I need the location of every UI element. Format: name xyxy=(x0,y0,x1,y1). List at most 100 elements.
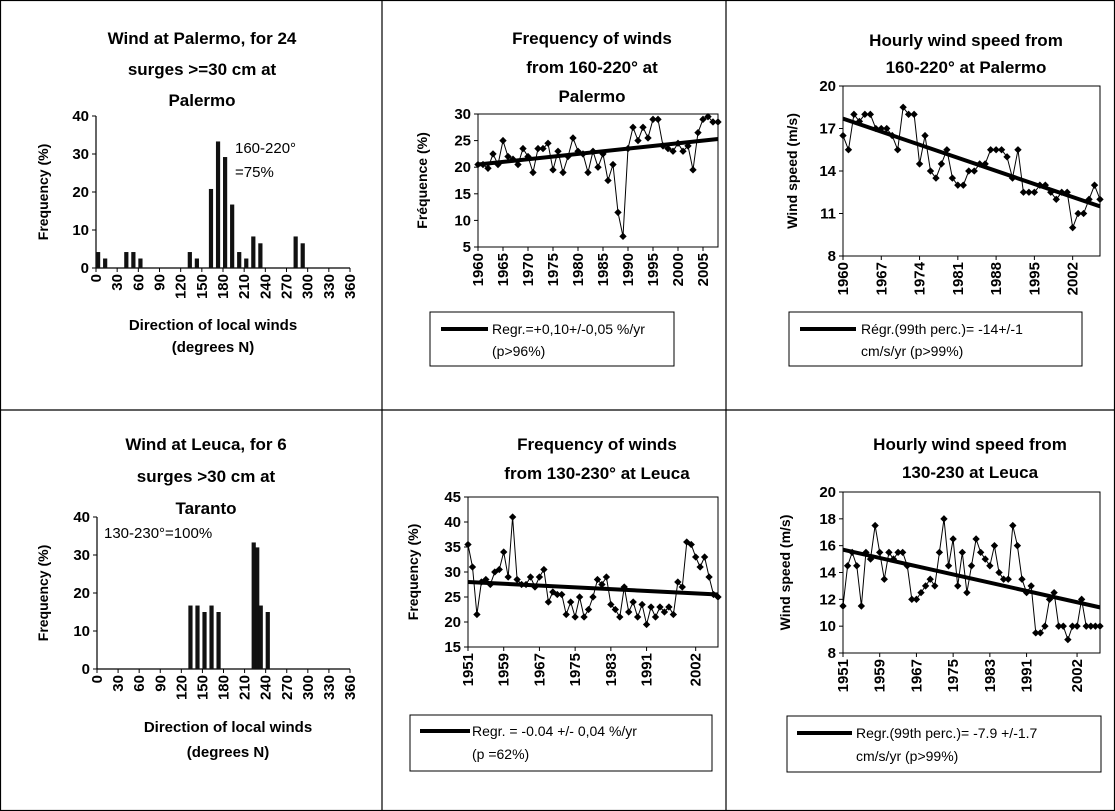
x-tick-label: 1967 xyxy=(908,659,925,692)
histogram-bar xyxy=(202,612,207,669)
data-point xyxy=(694,128,702,137)
data-point xyxy=(940,515,948,523)
data-point xyxy=(1087,622,1095,630)
data-point xyxy=(616,613,624,621)
data-point xyxy=(526,573,535,581)
chart-panel-1: Wind at Palermo, for 24 surges >=30 cm at… xyxy=(35,29,359,356)
legend-box xyxy=(409,714,713,772)
chart-title-line: Palermo xyxy=(558,87,625,106)
x-tick-label: 300 xyxy=(300,675,317,700)
x-tick-label: 330 xyxy=(321,675,338,700)
x-tick-label: 120 xyxy=(173,274,190,299)
data-point xyxy=(1079,209,1088,218)
x-tick-label: 1965 xyxy=(495,253,512,286)
x-tick-label: 1959 xyxy=(872,659,889,692)
histogram-bar xyxy=(216,612,221,669)
data-point xyxy=(1068,223,1077,232)
data-point xyxy=(1022,588,1031,597)
data-point xyxy=(1041,622,1049,630)
data-point xyxy=(958,548,966,557)
histogram-bar xyxy=(188,605,193,669)
data-point xyxy=(917,588,925,597)
data-point xyxy=(604,176,612,185)
x-tick-label: 2002 xyxy=(1069,659,1086,692)
y-tick-label: 20 xyxy=(819,78,836,95)
data-point xyxy=(843,562,852,570)
x-tick-label: 2002 xyxy=(688,653,705,686)
data-point xyxy=(944,562,953,570)
x-axis-label-line: Direction of local winds xyxy=(144,719,312,736)
x-tick-label: 1981 xyxy=(950,262,967,295)
data-point xyxy=(531,583,539,591)
y-tick-label: 15 xyxy=(454,186,471,203)
x-axis-label-line: Direction of local winds xyxy=(129,317,297,334)
histogram-bar xyxy=(244,258,249,268)
data-point xyxy=(1045,595,1054,604)
data-point xyxy=(634,136,642,145)
data-point xyxy=(880,575,888,583)
data-point xyxy=(644,134,652,142)
data-point xyxy=(967,562,976,570)
x-tick-label: 1959 xyxy=(496,653,513,686)
x-tick-label: 2002 xyxy=(1065,262,1082,295)
data-point xyxy=(954,181,962,189)
data-point xyxy=(669,147,677,155)
y-axis-label: Frequency (%) xyxy=(35,545,51,641)
histogram-bar xyxy=(131,252,136,268)
x-tick-label: 30 xyxy=(109,274,126,291)
data-point xyxy=(584,605,593,614)
y-tick-label: 18 xyxy=(819,511,836,528)
range-annotation: 160-220° xyxy=(235,140,296,157)
data-point xyxy=(554,147,562,155)
data-point xyxy=(1004,575,1012,583)
data-point xyxy=(850,110,858,119)
data-point xyxy=(857,602,866,610)
data-point xyxy=(544,598,553,606)
data-point xyxy=(513,575,521,584)
histogram-bar xyxy=(124,252,129,268)
data-point xyxy=(549,166,557,174)
data-point xyxy=(1091,622,1100,630)
histogram-bar xyxy=(194,258,199,268)
data-point xyxy=(571,613,579,621)
chart-title-line: Frequency of winds xyxy=(517,435,677,454)
data-point xyxy=(714,118,722,126)
histogram-bar xyxy=(265,612,270,669)
histogram-bar xyxy=(230,204,235,268)
plot-area-frame xyxy=(842,491,1101,654)
y-axis-label: Fréquence (%) xyxy=(414,132,430,228)
chart-panel-4: Wind at Leuca, for 6 surges >30 cm at Tara… xyxy=(35,435,359,761)
data-point xyxy=(1063,188,1071,196)
data-point xyxy=(943,146,951,154)
x-tick-label: 1967 xyxy=(531,653,548,686)
x-axis-label-line: (degrees N) xyxy=(187,744,270,761)
histogram-bar xyxy=(300,243,305,268)
x-tick-label: 120 xyxy=(173,675,190,700)
plot-area-frame xyxy=(467,496,719,648)
y-axis-label: Frequency (%) xyxy=(35,144,51,240)
legend-box xyxy=(786,715,1102,773)
histogram-bar xyxy=(251,236,256,268)
x-axis-label-line: (degrees N) xyxy=(172,339,255,356)
data-point xyxy=(679,147,687,155)
data-point xyxy=(1055,622,1063,630)
data-point xyxy=(1032,629,1040,637)
x-tick-label: 1995 xyxy=(1026,262,1043,295)
data-point xyxy=(696,563,704,571)
chart-panel-3: Hourly wind speed from 160-220° at Palerm… xyxy=(784,31,1104,367)
data-point xyxy=(569,134,577,142)
chart-title-line: from 130-230° at Leuca xyxy=(504,464,690,483)
data-point xyxy=(678,583,686,591)
y-tick-label: 20 xyxy=(819,484,836,501)
chart-title-line: from 160-220° at xyxy=(526,58,658,77)
data-point xyxy=(464,540,472,549)
data-point xyxy=(986,562,994,570)
data-point xyxy=(574,147,582,155)
data-point xyxy=(981,555,989,563)
data-point xyxy=(580,613,588,621)
histogram-bar xyxy=(103,258,108,268)
plot-area-frame xyxy=(477,113,719,248)
range-annotation: =75% xyxy=(235,164,274,181)
y-tick-label: 8 xyxy=(828,645,836,662)
